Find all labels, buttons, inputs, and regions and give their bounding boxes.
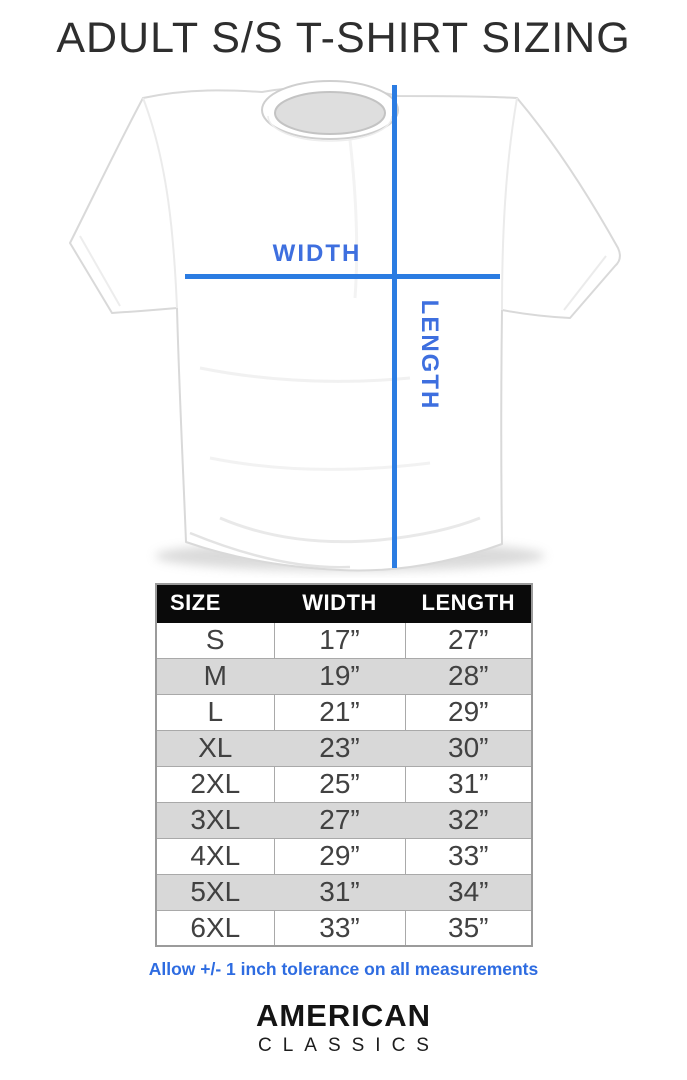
table-row: 2XL 25” 31” [155,765,533,803]
size-cell: 6XL [155,909,275,947]
length-cell: 34” [404,873,533,911]
table-row: 3XL 27” 32” [155,801,533,839]
tolerance-note: Allow +/- 1 inch tolerance on all measur… [148,959,539,979]
tshirt-illustration [69,80,621,572]
brand-name-bottom: CLASSICS [258,1035,440,1056]
length-cell: 33” [404,837,533,875]
width-measure-line [185,274,500,279]
table-row: 5XL 31” 34” [155,873,533,911]
width-label: WIDTH [272,240,362,267]
length-cell: 32” [404,801,533,839]
length-cell: 30” [404,729,533,767]
width-cell: 29” [273,837,406,875]
length-cell: 29” [404,693,533,731]
size-cell: 2XL [155,765,275,803]
size-chart-table: SIZE WIDTH LENGTH S 17” 27” M 19” 28” L … [155,583,533,947]
column-header-size: SIZE [155,583,275,623]
size-cell: M [155,657,275,695]
table-row: S 17” 27” [155,621,533,659]
width-cell: 31” [273,873,406,911]
size-cell: 3XL [155,801,275,839]
length-cell: 31” [404,765,533,803]
table-row: 6XL 33” 35” [155,909,533,947]
table-row: 4XL 29” 33” [155,837,533,875]
width-cell: 27” [273,801,406,839]
column-header-length: LENGTH [404,583,533,623]
size-cell: XL [155,729,275,767]
table-row: L 21” 29” [155,693,533,731]
table-header-row: SIZE WIDTH LENGTH [155,583,533,623]
width-cell: 17” [273,621,406,659]
width-cell: 21” [273,693,406,731]
length-measure-line [392,85,397,568]
table-row: XL 23” 30” [155,729,533,767]
size-cell: 4XL [155,837,275,875]
width-cell: 25” [273,765,406,803]
size-cell: S [155,621,275,659]
length-cell: 27” [404,621,533,659]
length-cell: 35” [404,909,533,947]
size-cell: 5XL [155,873,275,911]
column-header-width: WIDTH [273,583,406,623]
length-label: LENGTH [416,299,443,411]
page-title: ADULT S/S T-SHIRT SIZING [56,14,631,62]
length-cell: 28” [404,657,533,695]
size-cell: L [155,693,275,731]
width-cell: 19” [273,657,406,695]
brand-logo: AMERICAN CLASSICS [0,998,687,1057]
brand-name-top: AMERICAN [255,998,432,1033]
width-cell: 23” [273,729,406,767]
table-row: M 19” 28” [155,657,533,695]
width-cell: 33” [273,909,406,947]
